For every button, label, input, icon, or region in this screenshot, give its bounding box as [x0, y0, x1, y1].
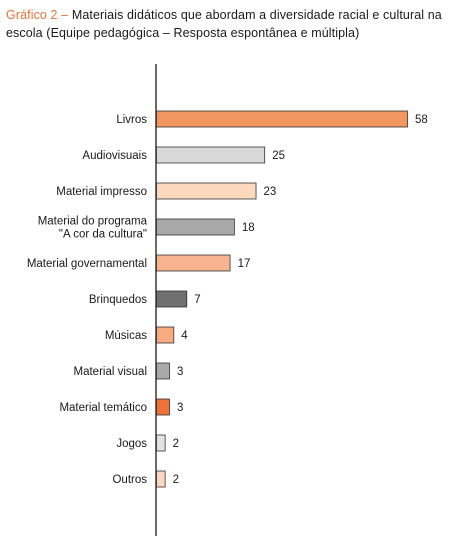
- value-label: 4: [181, 330, 188, 342]
- bar: [156, 182, 257, 200]
- value-label: 2: [173, 438, 179, 450]
- value-label: 18: [242, 222, 255, 234]
- value-label: 3: [177, 366, 183, 378]
- category-label: Material governamental: [27, 258, 147, 270]
- category-label: Brinquedos: [89, 294, 147, 306]
- bar: [156, 110, 408, 128]
- value-label: 7: [194, 294, 200, 306]
- category-label: Livros: [116, 114, 147, 126]
- value-label: 25: [272, 150, 285, 162]
- category-label: Músicas: [105, 330, 147, 342]
- value-label: 23: [264, 186, 277, 198]
- bar: [156, 434, 166, 452]
- value-label: 2: [173, 474, 179, 486]
- category-label: Outros: [112, 474, 147, 486]
- category-label: Material visual: [74, 366, 148, 378]
- category-label: Material do programa "A cor da cultura": [38, 216, 148, 241]
- value-label: 58: [415, 114, 428, 126]
- category-label: Audiovisuais: [82, 150, 147, 162]
- chart-title: Gráfico 2 – Materiais didáticos que abor…: [6, 6, 446, 42]
- value-label: 17: [238, 258, 251, 270]
- category-label: Jogos: [116, 438, 147, 450]
- bar: [156, 362, 170, 380]
- category-label: Material impresso: [56, 186, 147, 198]
- bar: [156, 218, 235, 236]
- bar: [156, 290, 188, 308]
- bar: [156, 470, 166, 488]
- category-label: Material temático: [59, 402, 147, 414]
- bar: [156, 254, 231, 272]
- chart-number: Gráfico 2 –: [6, 8, 69, 22]
- bar: [156, 146, 266, 164]
- bar: [156, 398, 170, 416]
- chart-title-text: Materiais didáticos que abordam a divers…: [6, 8, 442, 40]
- value-label: 3: [177, 402, 183, 414]
- bar: [156, 326, 175, 344]
